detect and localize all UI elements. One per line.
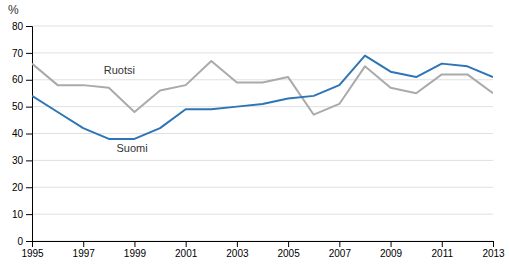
y-tick-label: 30	[12, 155, 24, 166]
x-tick: 1999	[124, 241, 147, 259]
x-tick: 2011	[432, 241, 454, 259]
y-tick-label: 0	[17, 236, 23, 247]
grid	[32, 26, 493, 241]
x-tick-label: 2005	[277, 248, 300, 259]
x-tick-mark	[134, 241, 135, 247]
chart: 1995 1997 1999 2001 2003 2005 2007 2009 2011 2013…	[0, 0, 509, 265]
y-tick-label: 20	[12, 182, 24, 193]
x-tick-label: 2001	[175, 248, 198, 259]
x-tick-label: 2007	[329, 248, 352, 259]
x-tick-mark	[493, 241, 494, 247]
plot-area: 1995 1997 1999 2001 2003 2005 2007 2009 2011 2013…	[12, 21, 505, 259]
x-axis-line	[33, 242, 494, 248]
x-tick-label: 1999	[124, 248, 147, 259]
x-axis: 1995 1997 1999 2001 2003 2005 2007 2009 2011 2013	[21, 241, 505, 259]
y-tick: 10	[12, 209, 32, 220]
y-tick: 80	[12, 21, 32, 32]
x-tick: 2007	[329, 241, 352, 259]
y-axis-label: %	[8, 3, 19, 17]
x-tick: 2003	[226, 241, 249, 259]
x-tick: 2009	[380, 241, 403, 259]
y-tick-mark	[26, 80, 32, 81]
x-tick-label: 1997	[73, 248, 96, 259]
x-tick-label: 2013	[482, 248, 505, 259]
x-tick-label: 1995	[21, 248, 44, 259]
y-tick-label: 50	[12, 101, 24, 112]
y-tick: 40	[12, 128, 32, 139]
x-tick-mark	[442, 241, 443, 247]
y-tick: 0	[17, 236, 32, 247]
y-tick-mark	[26, 107, 32, 108]
lines	[32, 56, 493, 139]
grid-line	[32, 52, 493, 53]
y-tick-mark	[26, 134, 32, 135]
y-tick-mark	[26, 241, 32, 242]
x-tick-mark	[339, 241, 340, 247]
y-tick: 50	[12, 101, 32, 112]
x-tick-mark	[186, 241, 187, 247]
grid-line	[32, 187, 493, 188]
grid-line	[32, 79, 493, 80]
grid-line	[32, 160, 493, 161]
x-tick-label: 2003	[226, 248, 249, 259]
y-tick-label: 60	[12, 74, 24, 85]
x-tick-mark	[237, 241, 238, 247]
series-line	[32, 56, 493, 139]
y-tick: 70	[12, 48, 32, 59]
y-tick-label: 70	[12, 48, 24, 59]
x-tick-label: 2011	[432, 248, 454, 259]
y-tick-label: 10	[12, 209, 24, 220]
y-tick-mark	[26, 53, 32, 54]
x-tick-label: 2009	[380, 248, 403, 259]
y-tick-mark	[26, 160, 32, 161]
y-tick-mark	[26, 26, 32, 27]
x-tick: 1997	[73, 241, 96, 259]
y-tick-label: 80	[12, 21, 24, 32]
x-tick: 1995	[21, 241, 44, 259]
y-tick: 20	[12, 182, 32, 193]
grid-line	[32, 214, 493, 215]
y-tick-label: 40	[12, 128, 24, 139]
x-tick: 2001	[175, 241, 198, 259]
x-tick-mark	[83, 241, 84, 247]
annotation: Suomi	[117, 142, 148, 154]
y-tick-mark	[26, 187, 32, 188]
x-tick-mark	[391, 241, 392, 247]
y-tick: 60	[12, 74, 32, 85]
grid-line	[32, 26, 493, 27]
y-tick: 30	[12, 155, 32, 166]
grid-line	[32, 106, 493, 107]
x-tick: 2013	[482, 241, 505, 259]
y-tick-mark	[26, 214, 32, 215]
annotation: Ruotsi	[104, 64, 135, 76]
x-tick-mark	[288, 241, 289, 247]
grid-line	[32, 133, 493, 134]
x-tick: 2005	[277, 241, 300, 259]
series-line	[32, 61, 493, 115]
y-axis: 0 10 20 30 40 50 60 70 80	[12, 21, 33, 247]
annotations: Ruotsi Suomi	[104, 64, 148, 154]
y-axis-line	[26, 27, 33, 242]
